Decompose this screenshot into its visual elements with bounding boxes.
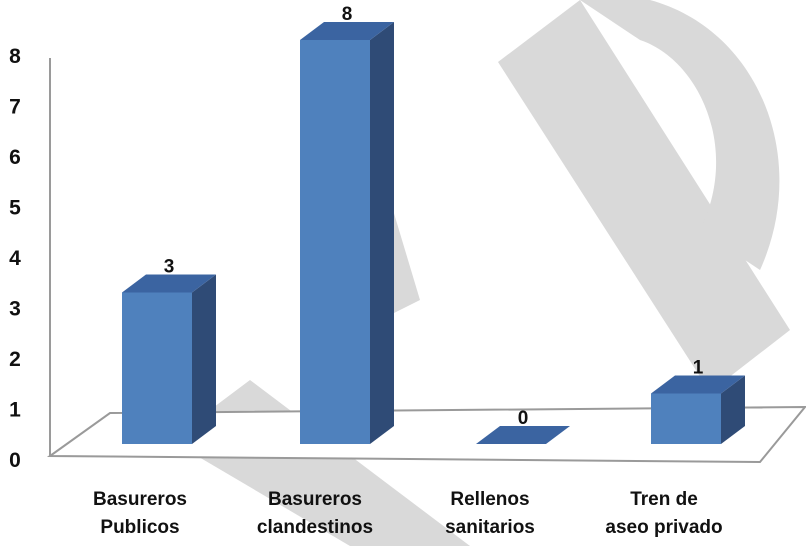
bar-side-face xyxy=(192,275,216,445)
y-tick-label: 3 xyxy=(9,298,21,321)
category-label-line: sanitarios xyxy=(445,517,535,538)
y-tick-label: 0 xyxy=(9,449,21,472)
y-tick-label: 1 xyxy=(9,399,21,422)
data-label: 3 xyxy=(164,257,175,278)
y-tick-label: 6 xyxy=(9,146,21,169)
bar-front-face xyxy=(300,40,370,444)
data-label: 0 xyxy=(518,408,529,429)
category-label-line: Publicos xyxy=(100,517,179,538)
watermark xyxy=(170,0,790,546)
bar-1 xyxy=(300,22,394,444)
bar-0 xyxy=(122,275,216,445)
category-label: Tren de aseo privado xyxy=(605,489,722,538)
bar-side-face xyxy=(370,22,394,444)
y-tick-label: 5 xyxy=(9,197,21,220)
category-label-line: Rellenos xyxy=(450,489,529,510)
category-label: Rellenos sanitarios xyxy=(445,489,535,538)
bar-3 xyxy=(651,376,745,445)
category-label: Basureros Publicos xyxy=(93,489,187,538)
category-label-line: Basureros xyxy=(268,489,362,510)
data-label: 8 xyxy=(342,4,353,25)
category-label-line: clandestinos xyxy=(257,517,373,538)
category-label-line: Tren de xyxy=(630,489,698,510)
y-tick-label: 4 xyxy=(9,247,21,270)
y-tick-label: 2 xyxy=(9,348,21,371)
data-label: 1 xyxy=(693,358,704,379)
y-tick-label: 7 xyxy=(9,96,21,119)
category-label-line: Basureros xyxy=(93,489,187,510)
y-tick-label: 8 xyxy=(9,45,21,68)
bar-front-face xyxy=(651,394,721,445)
category-label-line: aseo privado xyxy=(605,517,722,538)
bar-front-face xyxy=(122,293,192,445)
